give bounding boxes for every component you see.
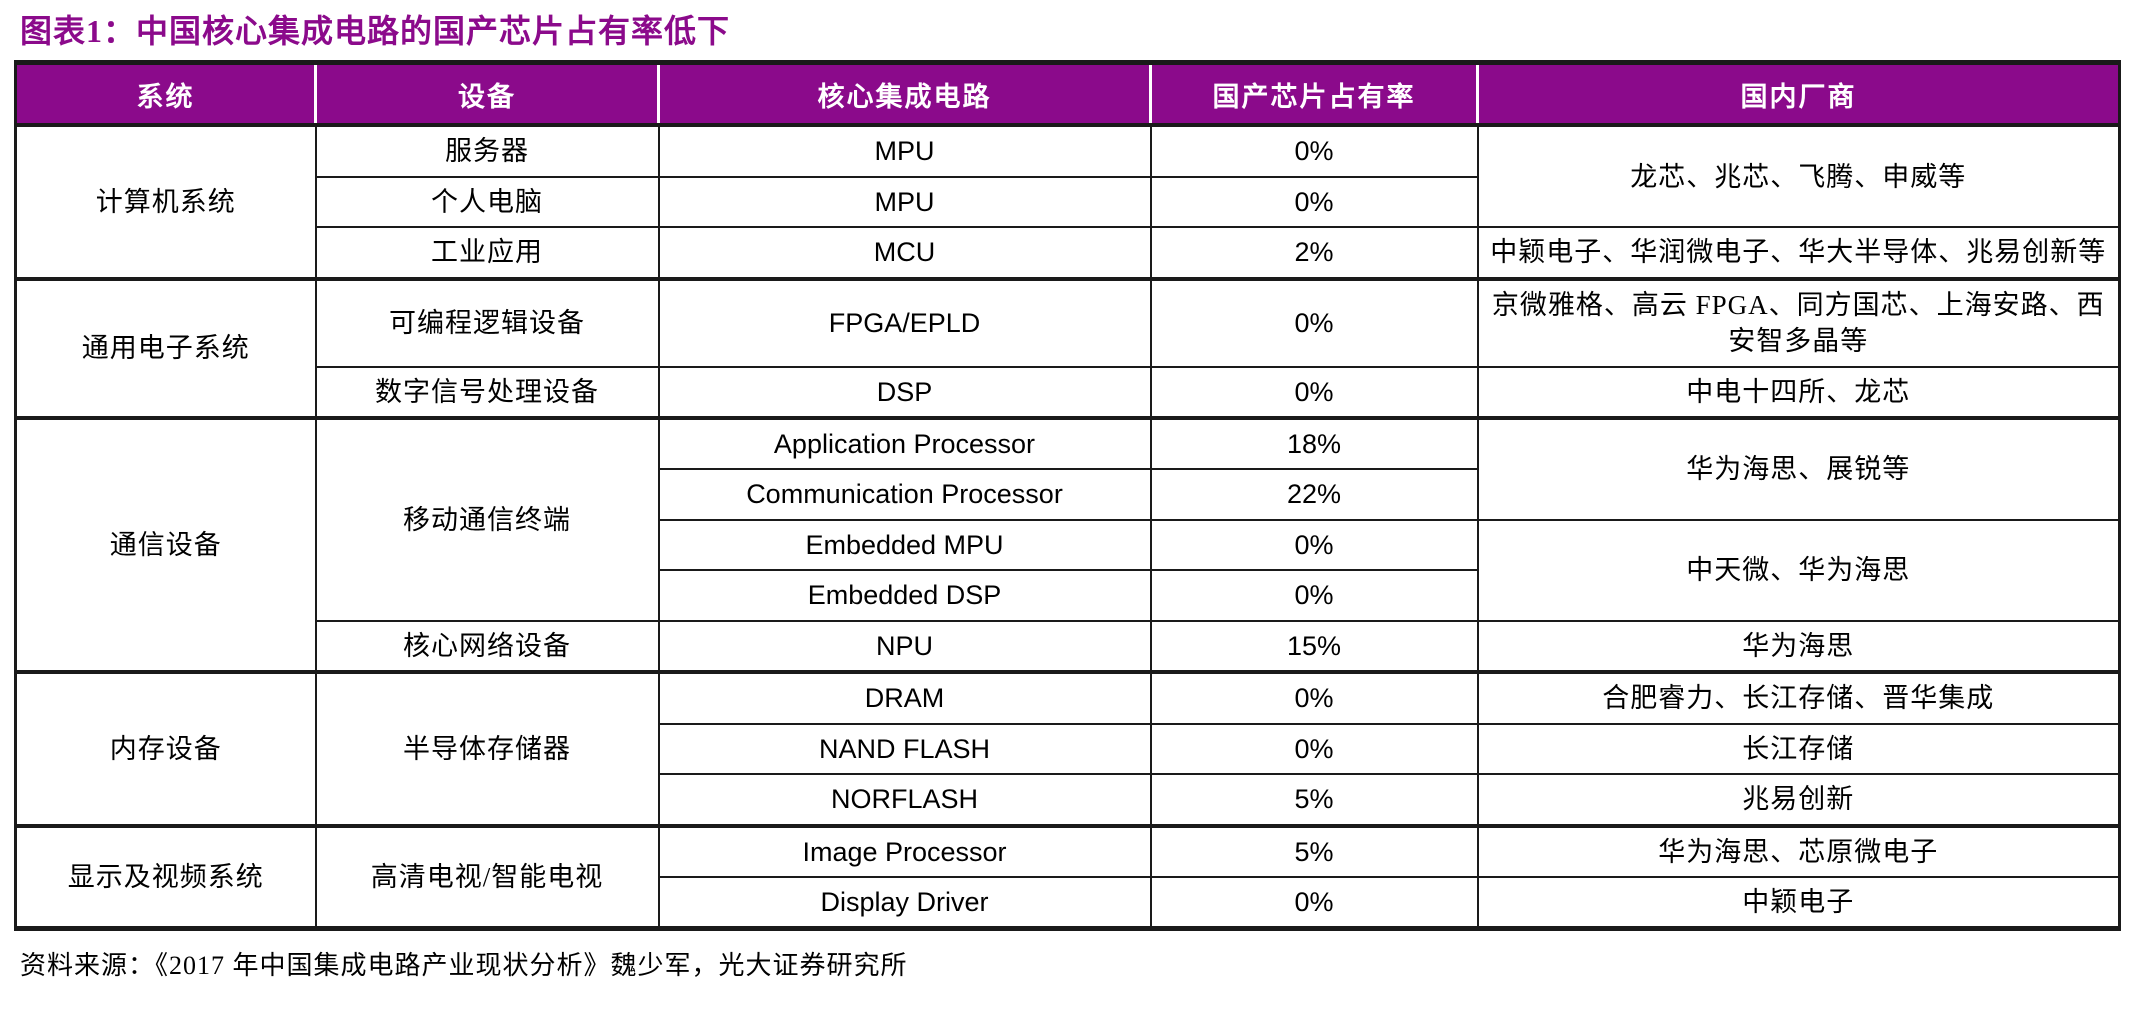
cell-system: 通信设备 (14, 416, 317, 674)
cell-circuit: MPU (657, 175, 1152, 229)
cell-circuit: Embedded DSP (657, 569, 1152, 622)
table-row: 通用电子系统 可编程逻辑设备 FPGA/EPLD 0% 京微雅格、高云 FPGA… (14, 276, 2121, 420)
cell-vendor: 中电十四所、龙芯 (1476, 365, 2121, 420)
cell-rate: 18% (1149, 415, 1479, 471)
cell-vendor: 中天微、华为海思 (1476, 518, 2121, 622)
table-row: 内存设备 半导体存储器 DRAM 0% 合肥睿力、长江存储、晋华集成 (14, 670, 2121, 827)
column-header-system: 系统 (15, 62, 317, 126)
cell-circuit: MCU (657, 226, 1152, 280)
cell-rate: 5% (1149, 823, 1479, 878)
table-header-row: 系统 设备 核心集成电路 国产芯片占有率 国内厂商 (15, 62, 2120, 126)
cell-vendor: 华为海思、芯原微电子 (1476, 823, 2121, 878)
column-header-vendor: 国内厂商 (1476, 62, 2120, 126)
table-row: 个人电脑 MPU 0% (16, 175, 2120, 229)
cell-circuit: Embedded MPU (657, 518, 1152, 572)
cell-vendor: 华为海思 (1476, 619, 2121, 674)
cell-vendor: 京微雅格、高云 FPGA、同方国芯、上海安路、西安智多晶等 (1476, 276, 2121, 368)
cell-rate: 0% (1149, 175, 1479, 229)
cell-system: 计算机系统 (14, 123, 317, 280)
cell-system: 通用电子系统 (14, 276, 317, 420)
cell-circuit: FPGA/EPLD (657, 276, 1152, 368)
table-row: 通信设备 移动通信终端 Application Processor 18% 华为… (14, 415, 2121, 674)
cell-rate: 0% (1149, 276, 1479, 368)
source-note: 资料来源：《2017 年中国集成电路产业现状分析》魏少军，光大证券研究所 (20, 951, 908, 981)
cell-device: 高清电视/智能电视 (314, 823, 660, 930)
cell-system: 内存设备 (14, 670, 317, 827)
cell-rate: 0% (1149, 518, 1479, 572)
cell-rate: 22% (1149, 468, 1479, 521)
cell-circuit: Application Processor (657, 415, 1152, 471)
cell-rate: 0% (1149, 365, 1479, 420)
page-title: 图表1：中国核心集成电路的国产芯片占有率低下 (20, 13, 731, 49)
cell-device: 个人电脑 (314, 175, 660, 229)
cell-device: 工业应用 (314, 226, 660, 280)
cell-rate: 5% (1149, 773, 1479, 827)
cell-device: 可编程逻辑设备 (314, 276, 660, 368)
cell-circuit: NAND FLASH (657, 722, 1152, 776)
cell-rate: 0% (1149, 722, 1479, 776)
table-row: Embedded MPU 0% 中天微、华为海思 (16, 518, 2121, 622)
table-row: 核心网络设备 NPU 15% 华为海思 (16, 619, 2121, 674)
column-header-rate: 国产芯片占有率 (1149, 62, 1479, 126)
cell-vendor: 中颖电子、华润微电子、华大半导体、兆易创新等 (1476, 226, 2121, 280)
cell-circuit: DSP (657, 365, 1152, 420)
cell-device: 核心网络设备 (314, 619, 660, 674)
table-row: 工业应用 MCU 2% 中颖电子、华润微电子、华大半导体、兆易创新等 (16, 226, 2121, 280)
cell-vendor: 兆易创新 (1476, 773, 2121, 827)
cell-rate: 0% (1149, 569, 1479, 622)
cell-device: 数字信号处理设备 (314, 365, 660, 420)
cell-vendor: 华为海思、展锐等 (1476, 416, 2121, 521)
table-body: 计算机系统 服务器 MPU 0% 龙芯、兆芯、飞腾、申威等 个人电脑 MPU 0… (14, 123, 2121, 930)
cell-circuit: Communication Processor (657, 468, 1152, 521)
table-row: 计算机系统 服务器 MPU 0% 龙芯、兆芯、飞腾、申威等 (14, 123, 2121, 280)
cell-circuit: NORFLASH (657, 773, 1152, 827)
table-row: NORFLASH 5% 兆易创新 (16, 773, 2121, 827)
cell-vendor: 龙芯、兆芯、飞腾、申威等 (1476, 123, 2121, 229)
cell-system: 显示及视频系统 (14, 823, 317, 930)
cell-device: 移动通信终端 (314, 416, 660, 622)
table-header: 系统 设备 核心集成电路 国产芯片占有率 国内厂商 (15, 62, 2120, 126)
cell-vendor: 合肥睿力、长江存储、晋华集成 (1476, 670, 2121, 725)
table-row: NAND FLASH 0% 长江存储 (16, 722, 2121, 776)
cell-circuit: NPU (657, 619, 1152, 674)
cell-circuit: DRAM (657, 670, 1152, 725)
cell-rate: 2% (1149, 226, 1479, 280)
table-row: Communication Processor 22% (16, 468, 2120, 521)
table-row: 显示及视频系统 高清电视/智能电视 Image Processor 5% 华为海… (14, 823, 2121, 930)
table-row: 数字信号处理设备 DSP 0% 中电十四所、龙芯 (16, 365, 2121, 420)
cell-device: 半导体存储器 (314, 670, 660, 827)
cell-vendor: 长江存储 (1476, 722, 2121, 776)
cell-rate: 0% (1149, 875, 1479, 930)
cell-rate: 0% (1149, 670, 1479, 725)
chip-self-sufficiency-table: 系统 设备 核心集成电路 国产芯片占有率 国内厂商 计算机系统 服务器 MPU … (14, 60, 2121, 932)
cell-circuit: MPU (657, 123, 1152, 178)
column-header-circuit: 核心集成电路 (657, 62, 1152, 126)
cell-circuit: Image Processor (657, 823, 1152, 878)
cell-circuit: Display Driver (657, 875, 1152, 930)
cell-device: 服务器 (314, 123, 660, 178)
table-row: Display Driver 0% 中颖电子 (16, 875, 2121, 930)
table-row: Embedded DSP 0% (16, 569, 2120, 622)
cell-rate: 0% (1149, 123, 1479, 178)
cell-vendor: 中颖电子 (1476, 875, 2121, 930)
column-header-device: 设备 (314, 62, 660, 126)
cell-rate: 15% (1149, 619, 1479, 674)
